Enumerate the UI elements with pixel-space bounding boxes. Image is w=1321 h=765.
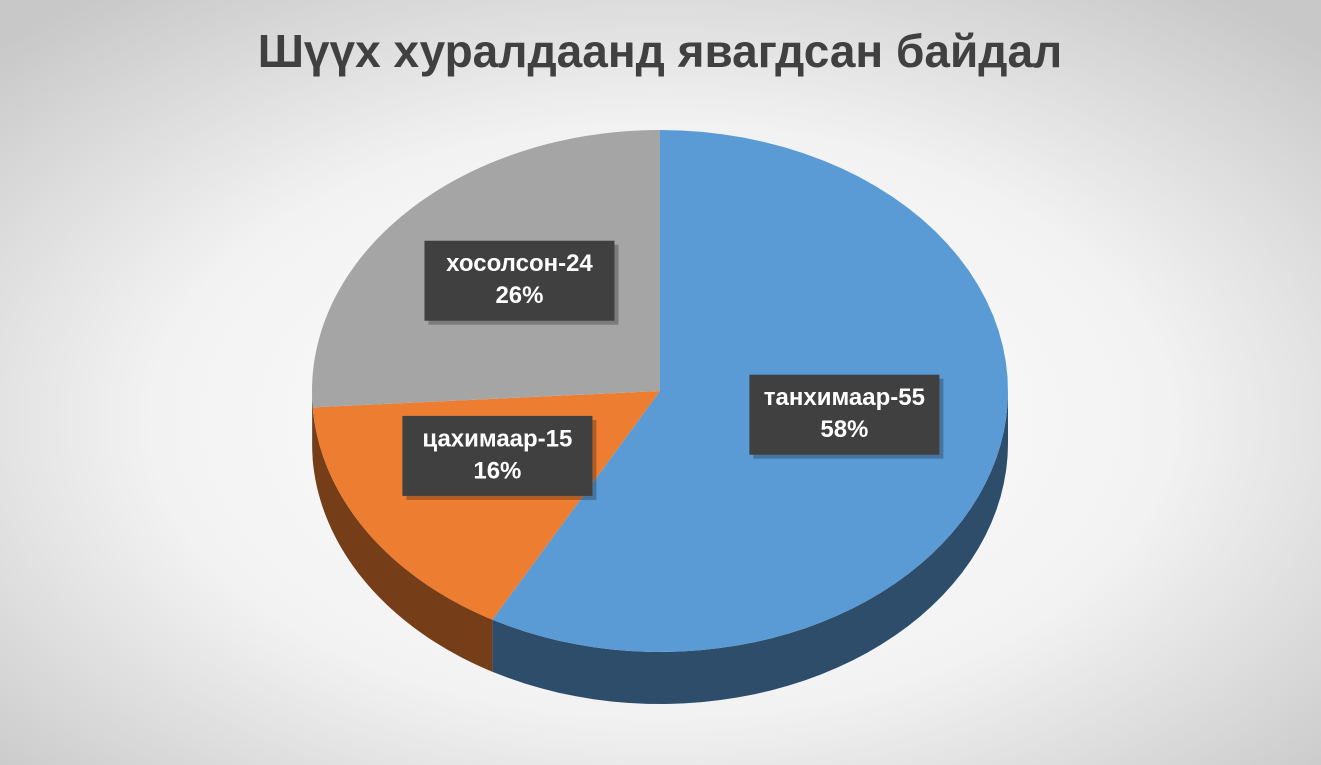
label-category: танхимаар-55	[764, 384, 925, 411]
slice-side-shade	[312, 407, 493, 672]
label-value: 16%	[473, 457, 521, 484]
data-label: танхимаар-55 58%	[749, 374, 944, 459]
data-label: цахимаар-15 16%	[402, 415, 597, 500]
label-value: 58%	[820, 416, 868, 443]
label-box	[749, 374, 940, 455]
chart-title: Шүүх хуралдаанд явагдсан байдал	[258, 25, 1063, 77]
label-category: хосолсон-24	[446, 250, 593, 277]
label-box	[402, 415, 593, 496]
label-category: цахимаар-15	[422, 425, 572, 452]
slice-side-shade	[492, 391, 1008, 704]
label-value: 26%	[495, 282, 543, 309]
slice-side-shade	[312, 391, 313, 460]
label-box	[424, 240, 615, 321]
data-label: хосолсон-24 26%	[424, 240, 619, 325]
